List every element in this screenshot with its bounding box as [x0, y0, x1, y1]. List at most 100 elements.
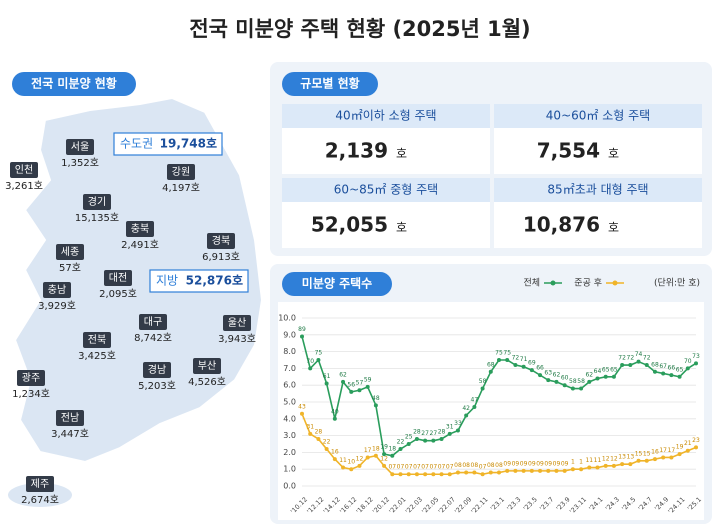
data-label: 1 [579, 459, 583, 466]
region-value: 2,491호 [121, 239, 159, 251]
data-label: 12 [610, 455, 618, 462]
data-label: 28 [413, 428, 421, 435]
data-label: 48 [372, 395, 380, 402]
data-label: 89 [298, 326, 306, 333]
region-tag [83, 332, 111, 348]
data-point [562, 468, 567, 473]
region-value: 6,913호 [202, 251, 240, 263]
data-label: 13 [618, 454, 626, 461]
region-value: 3,943호 [218, 333, 256, 345]
y-tick-label: 6.0 [283, 381, 296, 390]
data-point [669, 373, 674, 378]
region-tag [223, 315, 251, 331]
section-label: 전국 미분양 현황 [31, 76, 117, 91]
data-point [636, 458, 641, 463]
data-point [694, 361, 698, 366]
data-label: 75 [315, 350, 323, 357]
data-point [472, 405, 477, 410]
y-tick-label: 8.0 [283, 347, 296, 356]
data-label: 10 [347, 459, 355, 466]
data-label: 43 [298, 403, 306, 410]
region-tag [17, 370, 45, 386]
data-label: 72 [627, 355, 635, 362]
section-pill [282, 272, 392, 296]
cell-value: 10,876 [523, 213, 600, 237]
data-label: 70 [684, 358, 692, 365]
data-point [423, 438, 428, 443]
chart-title: 미분양 주택수 [302, 276, 372, 291]
data-point [365, 384, 370, 389]
data-point [570, 386, 575, 391]
data-label: 64 [594, 368, 602, 375]
jeju-map [8, 483, 72, 507]
data-label: 09 [536, 460, 544, 467]
data-label: 07 [405, 464, 413, 471]
cell-label: 40㎡이하 소형 주택 [335, 109, 436, 123]
region-name: 전북 [88, 334, 106, 346]
y-tick-label: 5.0 [283, 398, 296, 407]
summary-name: 수도권 [120, 137, 153, 151]
region-name: 인천 [15, 164, 33, 176]
data-label: 62 [339, 371, 347, 378]
data-point [570, 467, 575, 472]
y-tick-label: 9.0 [283, 330, 296, 339]
data-label: 31 [446, 423, 454, 430]
data-point [538, 468, 543, 473]
data-point [414, 436, 419, 441]
data-point [661, 455, 666, 460]
data-label: 69 [528, 360, 536, 367]
data-point [628, 363, 633, 368]
data-point [398, 447, 403, 452]
data-point [529, 468, 534, 473]
data-point [349, 389, 354, 394]
data-point [636, 359, 641, 364]
section-pill [12, 72, 136, 96]
data-label: 16 [331, 449, 339, 456]
data-point [300, 411, 304, 416]
y-tick-label: 0.0 [283, 482, 296, 491]
cell-value: 2,139 [325, 139, 388, 163]
region-tag [126, 221, 154, 237]
cell-unit: 호 [396, 147, 407, 161]
region-name: 울산 [228, 317, 246, 329]
data-label: 28 [438, 428, 446, 435]
summary-name: 지방 [156, 274, 178, 288]
data-label: 08 [462, 462, 470, 469]
data-point [603, 374, 608, 379]
data-point [488, 369, 493, 374]
data-point [423, 472, 428, 477]
region-value: 5,203호 [138, 380, 176, 392]
region-name: 경기 [88, 195, 106, 208]
summary-value: 52,876호 [186, 274, 243, 288]
region-tag [207, 233, 235, 249]
summary-box [113, 132, 223, 156]
data-label: 22 [397, 439, 405, 446]
data-label: 71 [520, 356, 528, 363]
data-point [324, 381, 329, 386]
cell-unit: 호 [608, 221, 619, 235]
region-value: 3,447호 [51, 428, 89, 440]
data-label: 72 [512, 355, 520, 362]
data-point [390, 453, 395, 458]
cell-label: 60~85㎡ 중형 주택 [334, 183, 438, 197]
data-label: 60 [561, 375, 569, 382]
data-point [316, 358, 321, 362]
data-label: 21 [684, 440, 692, 447]
legend-marker [550, 280, 556, 286]
y-tick-label: 7.0 [283, 364, 296, 373]
data-label: 40 [331, 408, 339, 415]
data-point [603, 463, 608, 468]
region-name: 충북 [131, 223, 149, 235]
data-label: 09 [561, 460, 569, 467]
data-point [685, 366, 690, 371]
data-point [529, 368, 534, 373]
summary-value: 19,748호 [160, 137, 217, 151]
data-label: 23 [692, 437, 700, 444]
data-point [332, 416, 337, 421]
cell-header [494, 104, 702, 128]
data-label: 74 [635, 351, 643, 358]
data-label: 09 [544, 460, 552, 467]
data-point [562, 383, 567, 388]
data-point [554, 468, 559, 473]
data-label: 08 [471, 462, 479, 469]
